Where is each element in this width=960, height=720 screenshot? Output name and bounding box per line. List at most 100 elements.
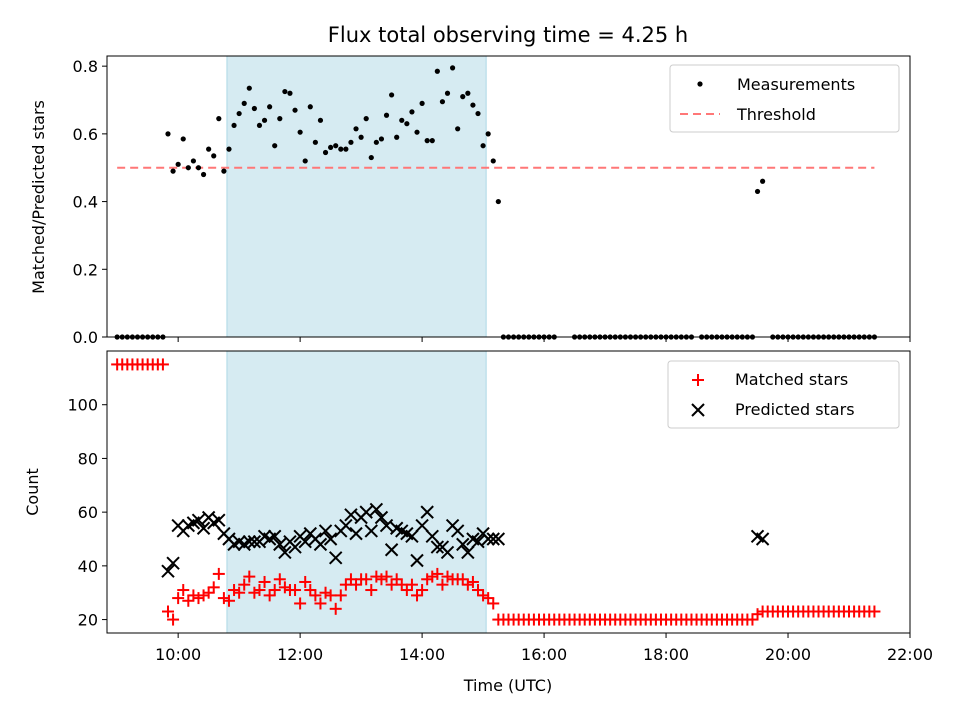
matched-star-point <box>268 584 281 597</box>
predicted-star-point <box>379 518 394 533</box>
matched-star-point <box>375 573 388 586</box>
measurement-point <box>328 144 334 151</box>
matched-star-point <box>304 584 317 597</box>
bottom-y-tick-label: 60 <box>78 503 98 522</box>
matched-star-point <box>161 605 174 618</box>
predicted-star-point <box>486 532 500 546</box>
matched-star-point <box>289 584 302 597</box>
matched-star-point <box>202 586 215 599</box>
matched-star-point <box>472 584 485 597</box>
bottom-y-tick-label: 80 <box>78 449 98 468</box>
top-y-tick-label: 0.0 <box>73 328 98 347</box>
measurement-point <box>434 68 440 74</box>
measurement-point <box>272 143 278 149</box>
measurement-point <box>338 146 344 152</box>
measurement-point <box>226 146 232 152</box>
predicted-star-point <box>359 505 373 519</box>
predicted-star-point <box>425 529 439 544</box>
measurement-point <box>343 146 349 152</box>
measurement-point <box>475 110 481 117</box>
matched-star-point <box>197 589 210 602</box>
measurement-point <box>404 121 410 127</box>
matched-star-point <box>228 584 241 597</box>
measurement-point <box>348 139 354 145</box>
predicted-star-point <box>420 505 434 519</box>
legend-label-predicted-stars: Predicted stars <box>735 400 855 419</box>
predicted-star-point <box>313 537 328 552</box>
measurement-point <box>353 126 359 132</box>
predicted-star-point <box>196 521 211 535</box>
matched-star-point <box>172 592 185 605</box>
predicted-star-point <box>273 537 287 552</box>
predicted-star-point <box>191 513 206 527</box>
measurement-point <box>246 85 252 91</box>
measurement-point <box>439 99 446 105</box>
measurement-point <box>312 139 318 145</box>
matched-star-point <box>751 608 764 621</box>
bottom-y-tick-label: 40 <box>78 557 98 576</box>
predicted-star-point <box>405 529 419 544</box>
matched-star-point <box>167 613 180 626</box>
measurement-point <box>317 117 324 123</box>
top-y-axis-label: Matched/Predicted stars <box>29 100 48 294</box>
matched-star-point <box>461 578 474 591</box>
measurement-point <box>419 100 425 106</box>
legend-marker-matched-stars <box>692 374 704 386</box>
predicted-star-point <box>755 532 770 546</box>
measurement-point <box>429 138 435 144</box>
matched-star-point <box>263 589 276 602</box>
matched-star-point <box>299 575 312 588</box>
bottom-legend-box <box>667 360 900 429</box>
measurement-point <box>754 188 761 195</box>
legend-label-threshold: Threshold <box>736 105 816 124</box>
matched-star-point <box>238 578 251 591</box>
measurement-point <box>760 178 766 184</box>
predicted-star-point <box>364 524 378 538</box>
legend-marker-measurements <box>697 81 703 87</box>
matched-star-point <box>217 592 230 605</box>
predicted-star-point <box>374 510 389 525</box>
predicted-star-point <box>298 534 312 549</box>
predicted-star-point <box>247 534 262 549</box>
matched-star-point <box>233 586 246 599</box>
measurement-point <box>480 143 486 149</box>
measurement-point <box>333 143 339 149</box>
x-tick-label: 12:00 <box>277 645 323 664</box>
measurement-point <box>292 107 298 113</box>
matched-star-point <box>344 573 357 586</box>
measurement-point <box>409 109 415 115</box>
predicted-star-point <box>268 529 282 544</box>
measurement-point <box>170 168 176 174</box>
measurement-point <box>399 117 405 123</box>
matched-star-point <box>187 589 200 602</box>
matched-star-point <box>436 578 449 591</box>
bottom-y-tick-label: 20 <box>78 611 98 630</box>
x-axis-label: Time (UTC) <box>463 676 552 695</box>
measurement-point <box>302 158 308 164</box>
measurement-point <box>165 131 171 137</box>
x-tick-label: 22:00 <box>887 645 933 664</box>
top-y-tick-label: 0.6 <box>73 125 98 144</box>
measurement-point <box>465 90 471 96</box>
bottom-plot-marks <box>111 358 881 626</box>
predicted-star-point <box>450 524 465 538</box>
matched-star-point <box>385 578 398 591</box>
measurement-point <box>307 104 313 110</box>
predicted-star-point <box>481 532 495 546</box>
matched-star-point <box>222 594 235 607</box>
measurement-point <box>490 158 496 164</box>
top-y-axis: 0.0 0.2 0.4 0.6 0.8 <box>73 57 107 347</box>
predicted-star-point <box>415 518 429 533</box>
predicted-star-point <box>166 556 180 570</box>
matched-star-point <box>431 567 444 580</box>
bottom-legend: Matched stars Predicted stars <box>667 360 900 429</box>
measurement-point <box>449 65 456 71</box>
matched-star-point <box>258 575 271 588</box>
matched-star-point <box>421 573 434 586</box>
matched-star-point <box>339 578 352 591</box>
matched-star-point <box>319 586 332 599</box>
bottom-panel: 20 40 60 80 100 10:00 12:00 14:00 16:00 18:00 20:… <box>23 350 933 695</box>
matched-star-point <box>426 570 439 583</box>
top-plot-frame <box>106 55 911 338</box>
